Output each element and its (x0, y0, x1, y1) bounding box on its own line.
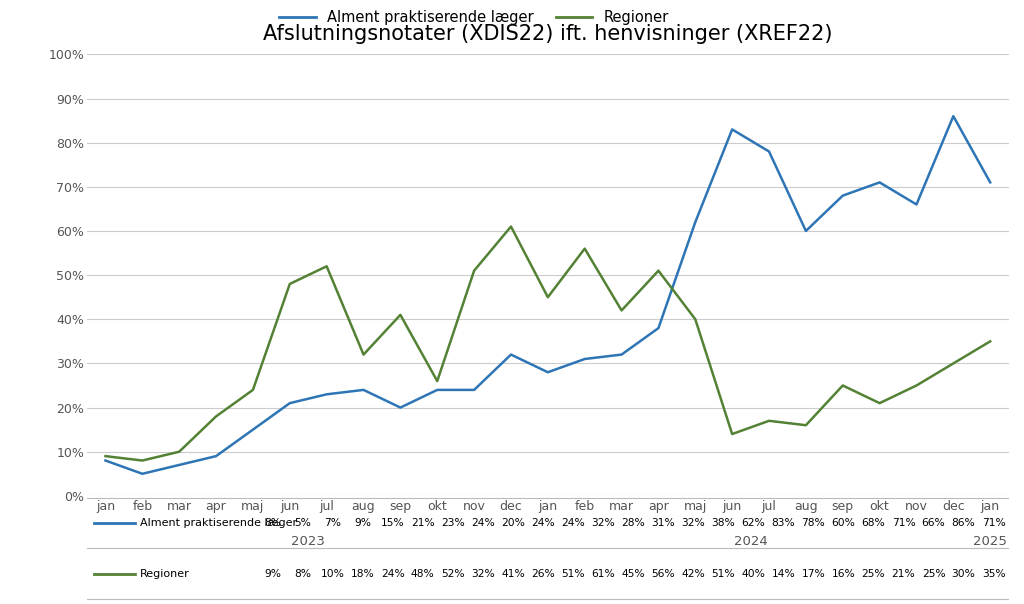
Text: 21%: 21% (892, 569, 915, 579)
Text: 8%: 8% (264, 518, 281, 528)
Text: Regioner: Regioner (139, 569, 189, 579)
Text: 71%: 71% (892, 518, 915, 528)
Text: 16%: 16% (831, 569, 855, 579)
Text: 38%: 38% (712, 518, 735, 528)
Text: 24%: 24% (471, 518, 495, 528)
Text: 23%: 23% (441, 518, 465, 528)
Text: 9%: 9% (264, 569, 281, 579)
Text: 2024: 2024 (734, 535, 767, 548)
Title: Afslutningsnotater (XDIS22) ift. henvisninger (XREF22): Afslutningsnotater (XDIS22) ift. henvisn… (263, 25, 833, 45)
Text: 25%: 25% (861, 569, 886, 579)
Text: 51%: 51% (561, 569, 585, 579)
Text: 14%: 14% (771, 569, 796, 579)
Text: 35%: 35% (982, 569, 1006, 579)
Text: 24%: 24% (531, 518, 555, 528)
Text: 2025: 2025 (973, 535, 1008, 548)
Text: 56%: 56% (651, 569, 675, 579)
Text: 51%: 51% (712, 569, 735, 579)
Text: 31%: 31% (651, 518, 675, 528)
Text: 21%: 21% (411, 518, 434, 528)
Text: 9%: 9% (354, 518, 371, 528)
Text: 32%: 32% (681, 518, 706, 528)
Text: 68%: 68% (861, 518, 886, 528)
Text: 30%: 30% (951, 569, 976, 579)
Text: 10%: 10% (321, 569, 345, 579)
Text: 26%: 26% (531, 569, 555, 579)
Text: 25%: 25% (922, 569, 945, 579)
Text: 42%: 42% (681, 569, 706, 579)
Text: 32%: 32% (591, 518, 615, 528)
Text: 62%: 62% (741, 518, 765, 528)
Text: 83%: 83% (771, 518, 796, 528)
Text: 41%: 41% (501, 569, 524, 579)
Text: 8%: 8% (294, 569, 311, 579)
Text: 5%: 5% (294, 518, 311, 528)
Text: 28%: 28% (622, 518, 645, 528)
Text: 48%: 48% (411, 569, 434, 579)
Text: 71%: 71% (982, 518, 1006, 528)
Text: 7%: 7% (325, 518, 341, 528)
Text: 66%: 66% (922, 518, 945, 528)
Text: 20%: 20% (501, 518, 525, 528)
Text: 60%: 60% (831, 518, 855, 528)
Text: 86%: 86% (951, 518, 976, 528)
Text: 15%: 15% (381, 518, 404, 528)
Text: 78%: 78% (802, 518, 825, 528)
Text: 24%: 24% (561, 518, 585, 528)
Text: 52%: 52% (441, 569, 465, 579)
Text: Alment praktiserende læger: Alment praktiserende læger (139, 518, 297, 528)
Text: 40%: 40% (741, 569, 765, 579)
Text: 2023: 2023 (291, 535, 326, 548)
Text: 18%: 18% (351, 569, 375, 579)
Text: 24%: 24% (381, 569, 404, 579)
Text: 45%: 45% (622, 569, 645, 579)
Text: 32%: 32% (471, 569, 495, 579)
Text: 17%: 17% (802, 569, 825, 579)
Legend: Alment praktiserende læger, Regioner: Alment praktiserende læger, Regioner (273, 4, 675, 31)
Text: 61%: 61% (591, 569, 615, 579)
